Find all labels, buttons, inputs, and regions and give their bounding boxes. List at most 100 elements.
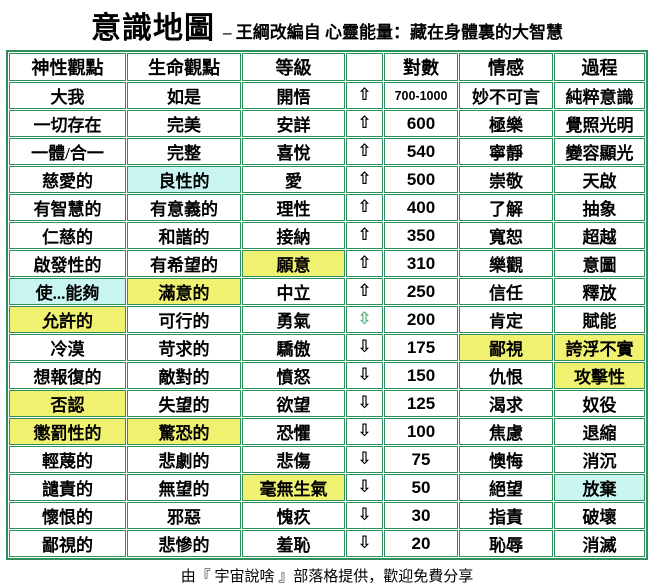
cell-emotion: 指責 — [459, 502, 553, 529]
cell-level: 悲傷 — [242, 446, 345, 473]
cell-life-view: 完整 — [127, 138, 241, 165]
cell-level: 勇氣 — [242, 306, 345, 333]
cell-god-view: 啟發性的 — [9, 250, 126, 277]
up-arrow-icon: ⇧ — [346, 278, 383, 305]
up-arrow-icon: ⇧ — [346, 138, 383, 165]
cell-process: 抽象 — [554, 194, 645, 221]
down-arrow-icon: ⇩ — [346, 530, 383, 557]
cell-life-view: 邪惡 — [127, 502, 241, 529]
column-header-4 — [346, 53, 383, 81]
cell-life-view: 良性的 — [127, 166, 241, 193]
cell-level: 安詳 — [242, 110, 345, 137]
cell-god-view: 冷漠 — [9, 334, 126, 361]
cell-level: 願意 — [242, 250, 345, 277]
down-arrow-icon: ⇩ — [346, 390, 383, 417]
cell-emotion: 恥辱 — [459, 530, 553, 557]
table-row: 輕蔑的 悲劇的 悲傷 ⇩ 75 懊悔 消沉 — [9, 446, 645, 473]
page-title: 意識地圖 – 王綱改編自 心靈能量：藏在身體裏的大智慧 — [0, 0, 654, 47]
up-arrow-icon: ⇧ — [346, 222, 383, 249]
cell-life-view: 敵對的 — [127, 362, 241, 389]
table-row: 仁慈的 和諧的 接納 ⇧ 350 寬恕 超越 — [9, 222, 645, 249]
cell-log-value: 50 — [384, 474, 458, 501]
cell-log-value: 20 — [384, 530, 458, 557]
cell-log-value: 600 — [384, 110, 458, 137]
column-header-7: 過程 — [554, 53, 645, 81]
cell-process: 賦能 — [554, 306, 645, 333]
cell-emotion: 鄙視 — [459, 334, 553, 361]
cell-emotion: 懊悔 — [459, 446, 553, 473]
footer-credit: 由『 宇宙說啥 』部落格提供，歡迎免費分享 — [180, 569, 474, 585]
cell-process: 消滅 — [554, 530, 645, 557]
cell-life-view: 有意義的 — [127, 194, 241, 221]
cell-life-view: 有希望的 — [127, 250, 241, 277]
cell-emotion: 樂觀 — [459, 250, 553, 277]
cell-god-view: 有智慧的 — [9, 194, 126, 221]
table-row: 鄙視的 悲慘的 羞恥 ⇩ 20 恥辱 消滅 — [9, 530, 645, 557]
cell-emotion: 崇敬 — [459, 166, 553, 193]
cell-life-view: 失望的 — [127, 390, 241, 417]
column-header-1: 神性觀點 — [9, 53, 126, 81]
cell-process: 覺照光明 — [554, 110, 645, 137]
cell-level: 愧疚 — [242, 502, 345, 529]
down-arrow-icon: ⇩ — [346, 446, 383, 473]
column-header-2: 生命觀點 — [127, 53, 241, 81]
cell-log-value: 175 — [384, 334, 458, 361]
cell-life-view: 驚恐的 — [127, 418, 241, 445]
cell-process: 消沉 — [554, 446, 645, 473]
cell-level: 毫無生氣 — [242, 474, 345, 501]
cell-god-view: 懲罰性的 — [9, 418, 126, 445]
down-arrow-icon: ⇩ — [346, 502, 383, 529]
cell-level: 理性 — [242, 194, 345, 221]
column-header-3: 等級 — [242, 53, 345, 81]
column-header-5: 對數 — [384, 53, 458, 81]
cell-level: 開悟 — [242, 82, 345, 109]
cell-life-view: 苛求的 — [127, 334, 241, 361]
cell-emotion: 寬恕 — [459, 222, 553, 249]
cell-process: 釋放 — [554, 278, 645, 305]
cell-process: 純粹意識 — [554, 82, 645, 109]
cell-process: 放棄 — [554, 474, 645, 501]
cell-process: 變容顯光 — [554, 138, 645, 165]
cell-log-value: 400 — [384, 194, 458, 221]
cell-level: 驕傲 — [242, 334, 345, 361]
cell-god-view: 允許的 — [9, 306, 126, 333]
cell-log-value: 540 — [384, 138, 458, 165]
cell-log-value: 250 — [384, 278, 458, 305]
cell-process: 破壞 — [554, 502, 645, 529]
cell-log-value: 125 — [384, 390, 458, 417]
cell-god-view: 一切存在 — [9, 110, 126, 137]
cell-god-view: 鄙視的 — [9, 530, 126, 557]
cell-level: 中立 — [242, 278, 345, 305]
cell-level: 憤怒 — [242, 362, 345, 389]
cell-process: 天啟 — [554, 166, 645, 193]
title-main: 意識地圖 — [91, 12, 215, 45]
cell-god-view: 一體/合一 — [9, 138, 126, 165]
table-row: 懷恨的 邪惡 愧疚 ⇩ 30 指責 破壞 — [9, 502, 645, 529]
down-arrow-icon: ⇩ — [346, 474, 383, 501]
cell-life-view: 無望的 — [127, 474, 241, 501]
cell-level: 恐懼 — [242, 418, 345, 445]
cell-emotion: 極樂 — [459, 110, 553, 137]
down-arrow-icon: ⇩ — [346, 362, 383, 389]
cell-emotion: 肯定 — [459, 306, 553, 333]
up-arrow-icon: ⇧ — [346, 82, 383, 109]
table-row: 一體/合一 完整 喜悅 ⇧ 540 寧靜 變容顯光 — [9, 138, 645, 165]
table-row: 冷漠 苛求的 驕傲 ⇩ 175 鄙視 誇浮不實 — [9, 334, 645, 361]
table-row: 想報復的 敵對的 憤怒 ⇩ 150 仇恨 攻擊性 — [9, 362, 645, 389]
cell-process: 奴役 — [554, 390, 645, 417]
cell-log-value: 150 — [384, 362, 458, 389]
cell-emotion: 信任 — [459, 278, 553, 305]
cell-emotion: 仇恨 — [459, 362, 553, 389]
cell-log-value: 100 — [384, 418, 458, 445]
down-arrow-icon: ⇩ — [346, 418, 383, 445]
cell-process: 超越 — [554, 222, 645, 249]
cell-god-view: 使...能夠 — [9, 278, 126, 305]
cell-god-view: 想報復的 — [9, 362, 126, 389]
cell-process: 誇浮不實 — [554, 334, 645, 361]
cell-log-value: 350 — [384, 222, 458, 249]
table-row: 允許的 可行的 勇氣 ⇳ 200 肯定 賦能 — [9, 306, 645, 333]
up-arrow-icon: ⇧ — [346, 194, 383, 221]
table-row: 大我 如是 開悟 ⇧ 700-1000 妙不可言 純粹意識 — [9, 82, 645, 109]
cell-god-view: 大我 — [9, 82, 126, 109]
